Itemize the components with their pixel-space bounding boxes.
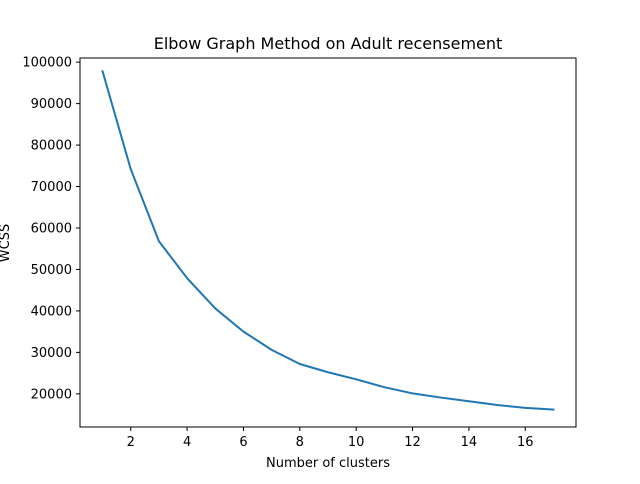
y-axis-ticks: 20000 30000 40000 50000 60000 70000 80000 90000…	[22, 56, 80, 402]
x-tick-label: 16	[517, 435, 534, 450]
y-tick-label: 20000	[31, 387, 72, 402]
axes-frame	[79, 57, 577, 428]
y-tick-label: 50000	[31, 263, 72, 278]
y-tick-label: 60000	[31, 221, 72, 236]
x-tick-label: 14	[461, 435, 478, 450]
plot-area	[79, 57, 577, 428]
y-tick-label: 100000	[22, 56, 72, 71]
data-line-series-1	[101, 70, 555, 411]
y-tick-label: 80000	[31, 139, 72, 154]
x-axis-label: Number of clusters	[266, 456, 390, 471]
x-tick-label: 2	[127, 435, 135, 450]
x-tick-label: 8	[296, 435, 304, 450]
y-tick-label: 90000	[31, 97, 72, 112]
x-tick-label: 6	[239, 435, 247, 450]
x-axis-ticks: 2 4 6 8 10 12 14 16	[127, 427, 534, 450]
x-tick-label: 12	[404, 435, 421, 450]
y-axis-label: WCSS	[0, 224, 13, 262]
chart-title: Elbow Graph Method on Adult recensement	[154, 34, 503, 53]
x-tick-label: 4	[183, 435, 191, 450]
y-tick-label: 40000	[31, 304, 72, 319]
y-tick-label: 70000	[31, 180, 72, 195]
x-tick-label: 10	[348, 435, 365, 450]
y-tick-label: 30000	[31, 346, 72, 361]
